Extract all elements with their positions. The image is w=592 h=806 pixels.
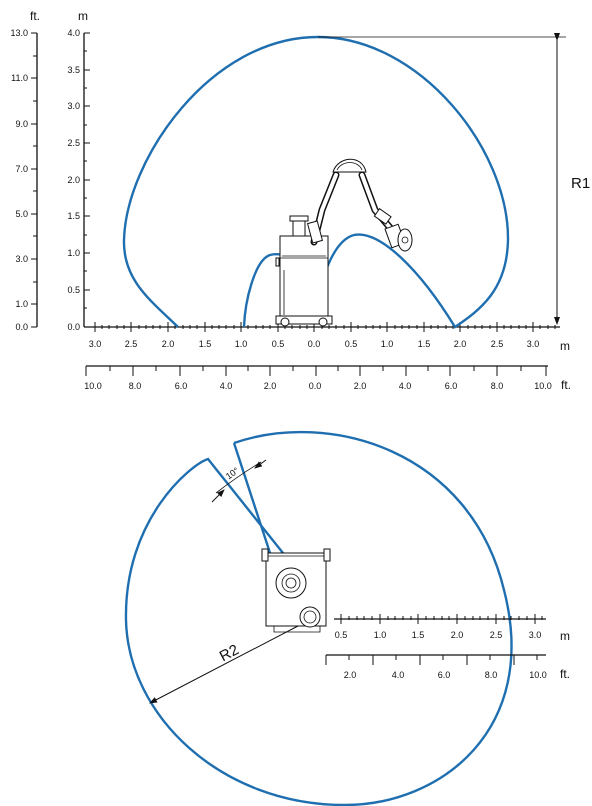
ft-tick-label: 7.0: [15, 164, 28, 174]
m-tick-label: 0.5: [67, 285, 80, 295]
top-m-tick-label: 3.0: [529, 630, 542, 640]
floor-ft-tick-label: 2.0: [354, 381, 367, 391]
floor-m-tick-label: 2.0: [454, 339, 467, 349]
floor-m-axis: 3.0 2.5 2.0 1.5 1.0 0.5 0.0 0.5 1.0 1.5 …: [84, 322, 570, 353]
top-ft-tick-label: 4.0: [392, 670, 405, 680]
m-tick-label: 2.5: [67, 138, 80, 148]
top-ft-tick-label: 8.0: [485, 670, 498, 680]
floor-m-unit: m: [560, 339, 570, 353]
m-tick-label: 1.5: [67, 211, 80, 221]
top-m-scale: 0.5 1.0 1.5 2.0 2.5 3.0 m: [334, 614, 570, 643]
m-axis: m 4.0 3.5 3.0 2.5 2.0 1.5 1.0 0.5: [67, 9, 90, 332]
top-ft-unit: ft.: [560, 667, 570, 681]
floor-m-tick-label: 1.0: [235, 339, 248, 349]
floor-m-tick-label: 3.0: [89, 339, 102, 349]
top-ft-tick-label: 2.0: [344, 670, 357, 680]
angle-label: 10°: [224, 465, 241, 481]
top-m-tick-label: 2.0: [451, 630, 464, 640]
floor-m-tick-label: 2.5: [125, 339, 138, 349]
side-view: ft. 13.0 11.0 9.0 7.0 5.0 3.0 1.0 0.0: [10, 9, 590, 392]
extractor-unit-top: [261, 548, 331, 633]
top-ft-tick-label: 6.0: [438, 670, 451, 680]
floor-m-tick-label: 2.0: [162, 339, 175, 349]
floor-ft-tick-label: 4.0: [220, 381, 233, 391]
floor-ft-tick-label: 6.0: [175, 381, 188, 391]
floor-ft-tick-label: 10.0: [84, 381, 102, 391]
ft-tick-label: 11.0: [11, 73, 28, 83]
ft-axis: ft. 13.0 11.0 9.0 7.0 5.0 3.0 1.0 0.0: [10, 9, 40, 332]
m-tick-label: 4.0: [67, 28, 80, 38]
r2-dimension: R2: [149, 625, 299, 704]
floor-m-tick-label: 1.5: [418, 339, 431, 349]
m-tick-label: 1.0: [67, 248, 80, 258]
floor-ft-unit: ft.: [561, 378, 571, 392]
top-m-unit: m: [560, 629, 570, 643]
m-axis-unit: m: [78, 9, 88, 23]
ft-tick-label: 0.0: [15, 322, 28, 332]
r2-label: R2: [217, 641, 242, 665]
floor-ft-axis: 10.0 8.0 6.0 4.0 2.0 0.0 2.0 4.0 6.0 8.0…: [84, 365, 571, 392]
top-ft-tick-label: 10.0: [529, 670, 547, 680]
top-m-tick-label: 0.5: [335, 630, 348, 640]
m-tick-label: 3.5: [67, 65, 80, 75]
floor-m-tick-label: 2.5: [491, 339, 504, 349]
m-tick-label: 2.0: [67, 175, 80, 185]
top-m-tick-label: 1.5: [412, 630, 425, 640]
top-view: 10° R2: [124, 430, 570, 806]
ft-tick-label: 1.0: [15, 299, 28, 309]
floor-m-tick-label: 0.0: [308, 339, 321, 349]
top-ft-scale: 2.0 4.0 6.0 8.0 10.0 ft.: [325, 654, 570, 681]
ft-axis-unit: ft.: [30, 9, 40, 23]
top-m-tick-label: 2.5: [490, 630, 503, 640]
reach-envelope-top: [124, 430, 513, 806]
r1-dimension: R1: [318, 33, 590, 325]
floor-m-tick-label: 1.0: [381, 339, 394, 349]
ft-tick-label: 9.0: [15, 119, 28, 129]
extractor-unit-side: [275, 215, 333, 327]
r1-label: R1: [571, 175, 590, 192]
floor-ft-tick-label: 0.0: [309, 381, 322, 391]
m-tick-label: 0.0: [67, 322, 80, 332]
floor-ft-tick-label: 2.0: [264, 381, 277, 391]
floor-m-tick-label: 1.5: [199, 339, 212, 349]
extraction-arm-side: [306, 158, 413, 252]
floor-ft-tick-label: 6.0: [445, 381, 458, 391]
top-m-tick-label: 1.0: [374, 630, 387, 640]
floor-m-tick-label: 0.5: [272, 339, 285, 349]
angle-annotation: 10°: [211, 459, 267, 503]
ft-tick-label: 13.0: [10, 28, 28, 38]
floor-ft-tick-label: 4.0: [399, 381, 412, 391]
floor-m-tick-label: 0.5: [345, 339, 358, 349]
ft-tick-label: 3.0: [15, 254, 28, 264]
floor-ft-tick-label: 10.0: [534, 381, 552, 391]
ft-tick-label: 5.0: [15, 209, 28, 219]
floor-m-tick-label: 3.0: [527, 339, 540, 349]
floor-ft-tick-label: 8.0: [491, 381, 504, 391]
m-tick-label: 3.0: [67, 101, 80, 111]
floor-ft-tick-label: 8.0: [129, 381, 142, 391]
